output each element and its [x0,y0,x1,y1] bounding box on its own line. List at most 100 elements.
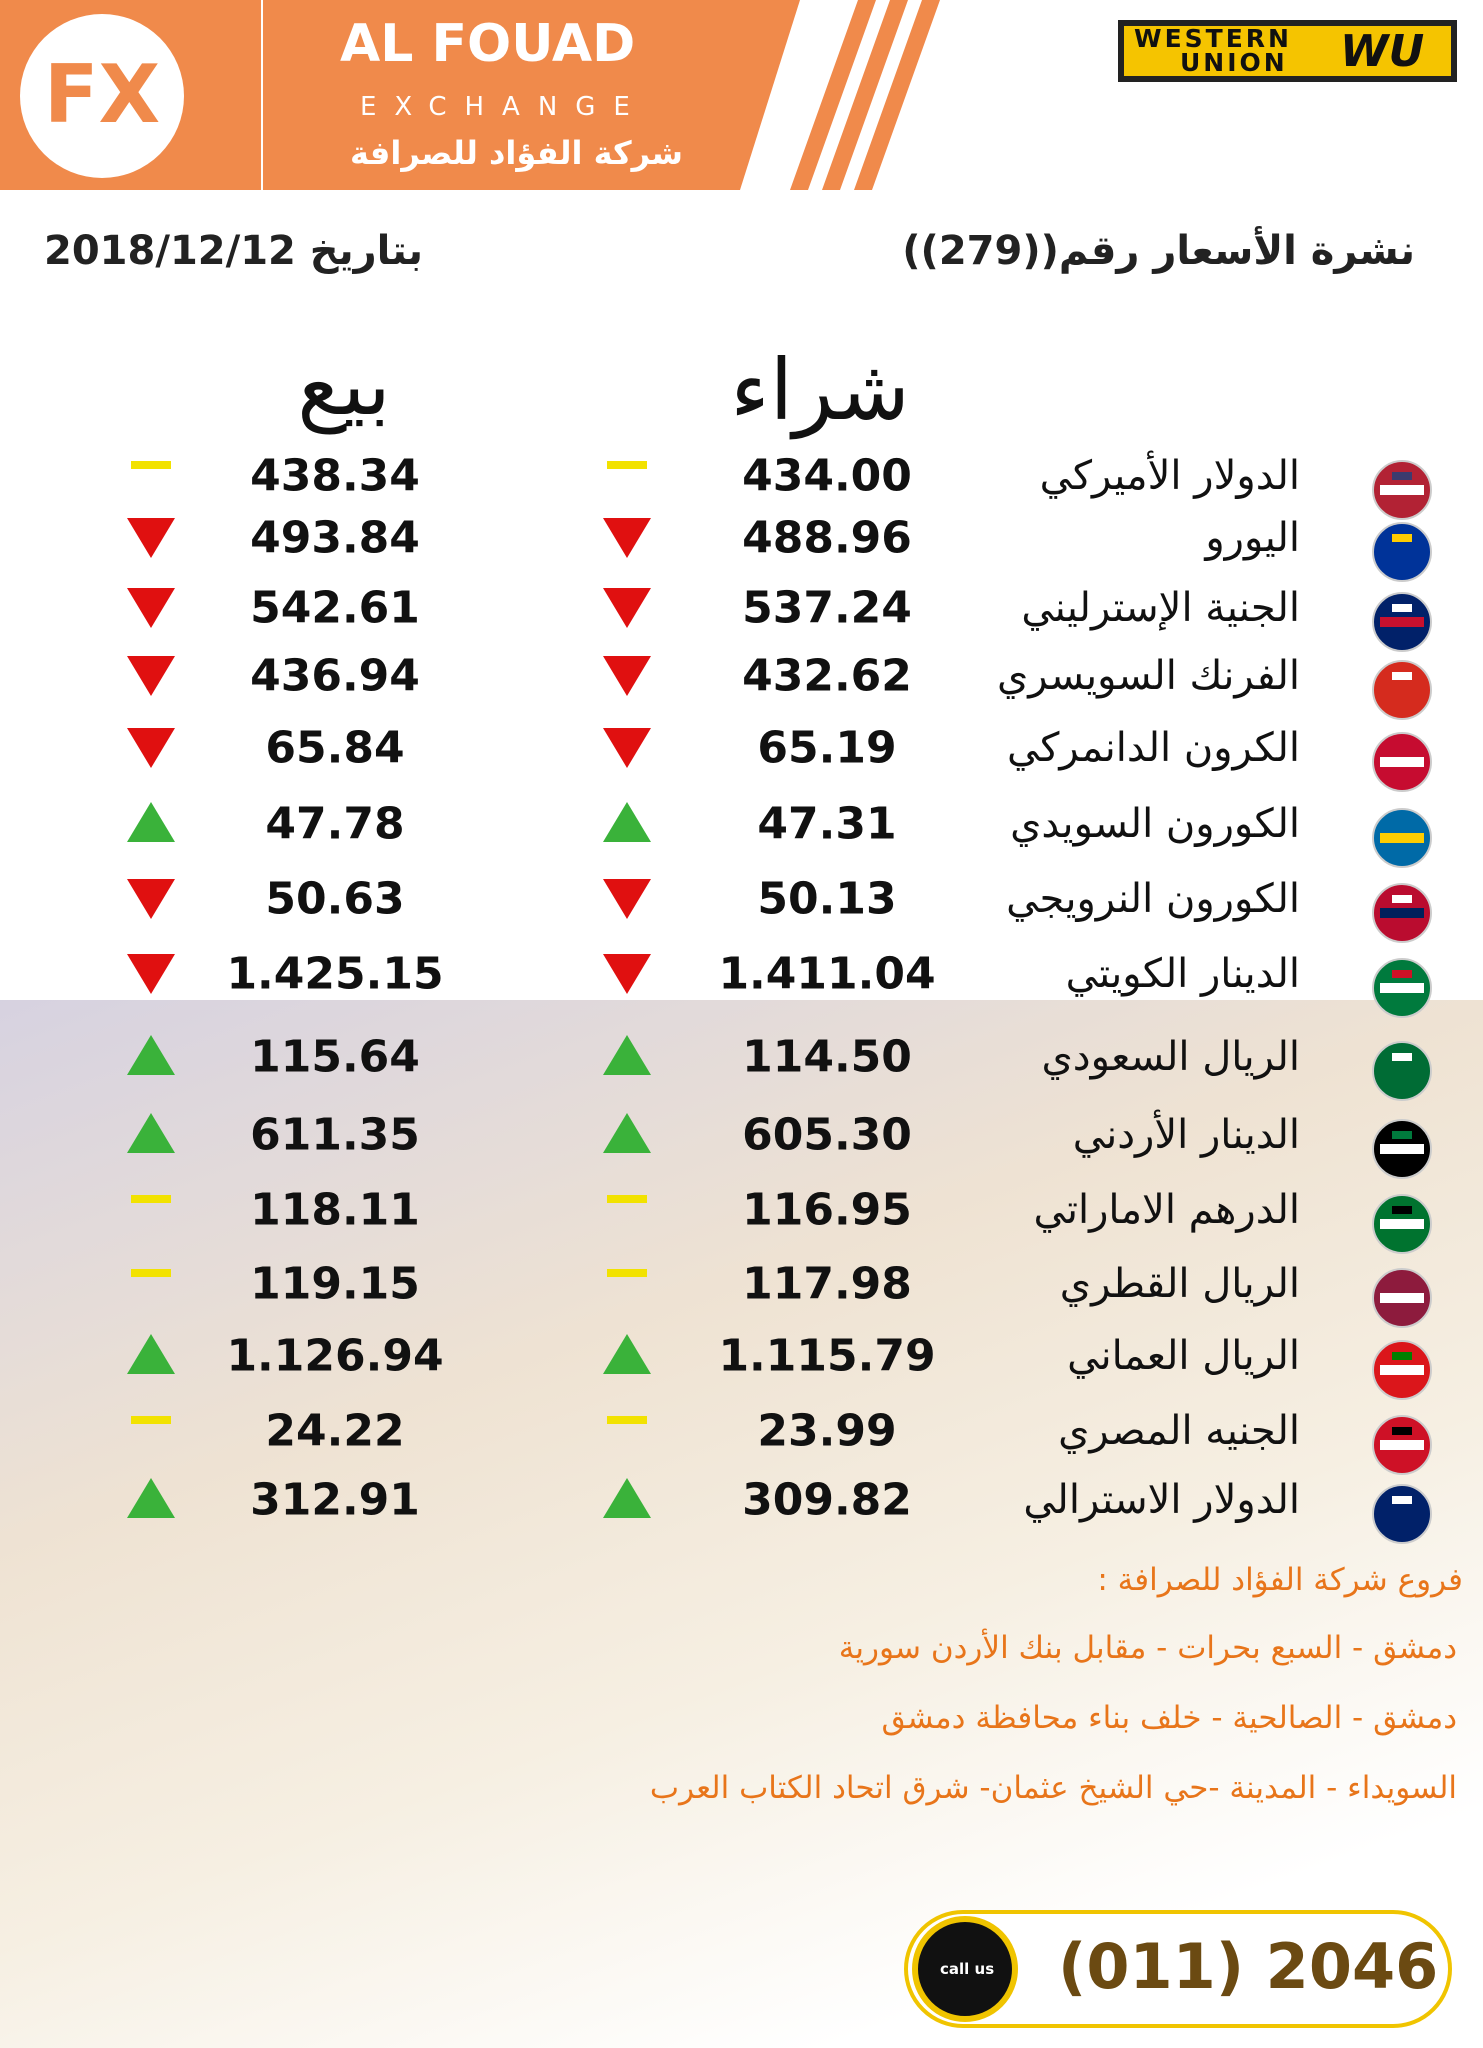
column-header: شراء [730,341,910,439]
buy-rate: 432.62 [742,650,912,702]
trend-up [603,1035,651,1075]
column-header: بيع [297,336,391,434]
flag-band [1392,1280,1412,1288]
brand-subtitle: EXCHANGE [360,92,648,122]
trend-up [127,1334,175,1374]
flag-band [1392,604,1412,612]
buy-rate: 23.99 [757,1405,897,1457]
buy-rate: 116.95 [742,1184,912,1236]
currency-name: الدرهم الاماراتي [1033,1187,1300,1233]
buy-rate: 50.13 [757,873,897,925]
currency-name: الكورون النرويجي [1006,876,1300,922]
buy-rate: 114.50 [742,1031,912,1083]
sell-rate: 47.78 [265,798,405,850]
currency-name: الدولار الاسترالي [1023,1477,1300,1523]
trend-up [127,1035,175,1075]
trend-same [607,1416,647,1424]
buy-rate: 1.115.79 [718,1330,936,1382]
trend-same [607,1269,647,1277]
flag-band [1392,472,1412,480]
buy-rate: 65.19 [757,722,897,774]
flag-band [1380,908,1424,918]
branch-address: دمشق - الصالحية - خلف بناء محافظة دمشق [881,1700,1457,1736]
trend-down [603,518,651,558]
bulletin-date: بتاريخ 2018/12/12 [44,228,424,274]
currency-name: الريال القطري [1059,1261,1300,1307]
wu-logo-fill [1124,26,1451,76]
brand: AL FOUAD [340,14,636,74]
flag-band [1380,1144,1424,1154]
flag-band [1392,1427,1412,1435]
flag-band [1392,1206,1412,1214]
flag-band [1380,685,1424,695]
trend-same [131,1195,171,1203]
wu-text: UNION [1180,48,1288,77]
branch-address: دمشق - السبع بحرات - مقابل بنك الأردن سو… [838,1630,1457,1666]
sell-rate: 118.11 [250,1184,420,1236]
currency-name: اليورو [1205,515,1300,561]
branch-address: السويداء - المدينة -حي الشيخ عثمان- شرق … [649,1770,1457,1806]
sell-rate: 50.63 [265,873,405,925]
branches-title: فروع شركة الفؤاد للصرافة : [1097,1562,1463,1598]
sell-rate: 542.61 [250,582,420,634]
flag-band [1392,744,1412,752]
wu-text: WESTERN [1134,24,1292,53]
flag-band [1392,1496,1412,1504]
currency-name: الفرنك السويسري [996,653,1300,699]
sell-rate: 611.35 [250,1109,420,1161]
buy-rate: 47.31 [757,798,897,850]
flag-band [1392,1352,1412,1360]
trend-up [603,1334,651,1374]
logo-circle [20,14,184,178]
flag-band [1380,617,1424,627]
flag-band [1380,547,1424,557]
flag-band [1380,833,1424,843]
flag-band [1380,983,1424,993]
flag-band [1392,534,1412,542]
sell-rate: 436.94 [250,650,420,702]
currency-name: الجنيه المصري [1058,1408,1300,1454]
sell-rate: 438.34 [250,450,420,502]
bulletin-title: نشرة الأسعار رقم((279)) [902,228,1415,274]
flag-band [1380,1066,1424,1076]
sell-rate: 119.15 [250,1258,420,1310]
trend-down [127,728,175,768]
trend-down [127,518,175,558]
buy-rate: 434.00 [742,450,912,502]
trend-down [603,954,651,994]
trend-same [131,1269,171,1277]
flag-band [1392,820,1412,828]
trend-down [127,879,175,919]
currency-name: الريال السعودي [1041,1034,1300,1080]
wu-logo: WU [1340,26,1425,77]
flag-band [1380,1440,1424,1450]
stripes [790,0,940,190]
flag-band [1392,672,1412,680]
phone-pill [904,1910,1452,2028]
trend-down [603,728,651,768]
flag-band [1380,1509,1424,1519]
buy-rate: 488.96 [742,512,912,564]
call-icon [912,1916,1018,2022]
flag-band [1392,970,1412,978]
flag-band [1380,757,1424,767]
sell-rate: 65.84 [265,722,405,774]
brand-arabic: شركة الفؤاد للصرافة [350,134,683,172]
sell-rate: 312.91 [250,1474,420,1526]
background-image [0,1000,1483,2048]
trend-same [131,461,171,469]
trend-up [603,1113,651,1153]
trend-down [127,954,175,994]
currency-name: الدينار الأردني [1072,1112,1300,1158]
currency-name: الكورون السويدي [1010,801,1300,847]
currency-name: الجنية الإسترليني [1021,585,1300,631]
sell-rate: 493.84 [250,512,420,564]
flag-band [1380,1219,1424,1229]
trend-up [603,802,651,842]
buy-rate: 537.24 [742,582,912,634]
logo-mark: FX [44,48,160,141]
trend-down [127,656,175,696]
trend-up [127,802,175,842]
trend-same [607,1195,647,1203]
